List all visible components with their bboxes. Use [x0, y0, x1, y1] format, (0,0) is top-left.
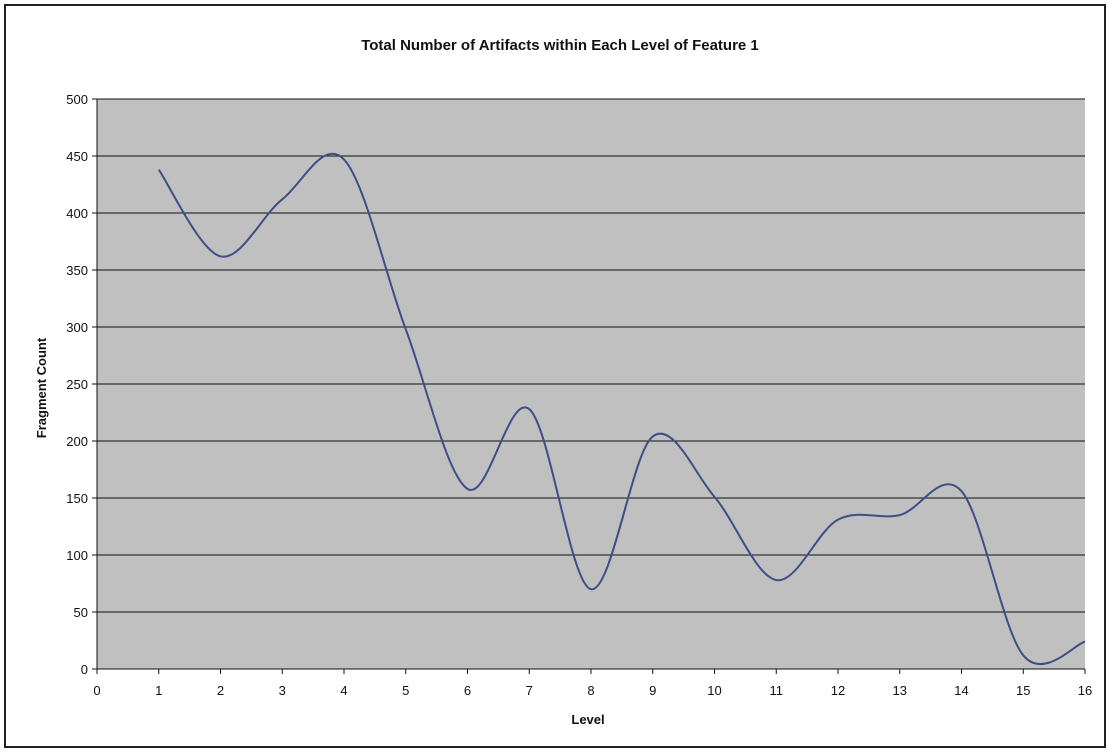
- line-chart: Total Number of Artifacts within Each Le…: [34, 37, 1092, 727]
- x-tick-label: 12: [831, 683, 845, 698]
- x-tick-label: 2: [217, 683, 224, 698]
- y-tick-label: 250: [66, 377, 88, 392]
- y-tick-label: 100: [66, 548, 88, 563]
- gridlines: [97, 98, 1085, 670]
- y-tick-label: 450: [66, 149, 88, 164]
- x-tick-label: 8: [587, 683, 594, 698]
- y-tick-label: 200: [66, 434, 88, 449]
- y-tick-label: 0: [81, 662, 88, 677]
- x-tick-label: 7: [526, 683, 533, 698]
- y-tick-label: 50: [74, 605, 88, 620]
- chart-title: Total Number of Artifacts within Each Le…: [361, 37, 759, 54]
- x-axis: 0 1 2 3 4 5 6 7 8 9 10 11 12 13 14 15 16: [93, 668, 1092, 698]
- y-tick-label: 350: [66, 263, 88, 278]
- y-tick-label: 300: [66, 320, 88, 335]
- y-tick-label: 400: [66, 206, 88, 221]
- y-tick-label: 150: [66, 491, 88, 506]
- series-line: [157, 152, 1086, 665]
- x-tick-label: 6: [464, 683, 471, 698]
- x-tick-label: 10: [707, 683, 721, 698]
- x-tick-label: 9: [649, 683, 656, 698]
- y-axis: 0 50 100 150 200 250 300 350 400 450 500: [66, 92, 98, 677]
- x-axis-title: Level: [571, 712, 604, 727]
- x-tick-label: 15: [1016, 683, 1030, 698]
- chart-frame: Total Number of Artifacts within Each Le…: [4, 4, 1106, 748]
- x-tick-label: 0: [93, 683, 100, 698]
- x-tick-label: 3: [279, 683, 286, 698]
- x-tick-label: 13: [893, 683, 907, 698]
- x-tick-label: 1: [155, 683, 162, 698]
- y-tick-label: 500: [66, 92, 88, 107]
- x-tick-label: 14: [954, 683, 968, 698]
- x-tick-label: 4: [340, 683, 347, 698]
- x-tick-label: 11: [770, 683, 784, 698]
- x-tick-label: 16: [1078, 683, 1092, 698]
- x-tick-label: 5: [402, 683, 409, 698]
- y-axis-title: Fragment Count: [34, 337, 49, 438]
